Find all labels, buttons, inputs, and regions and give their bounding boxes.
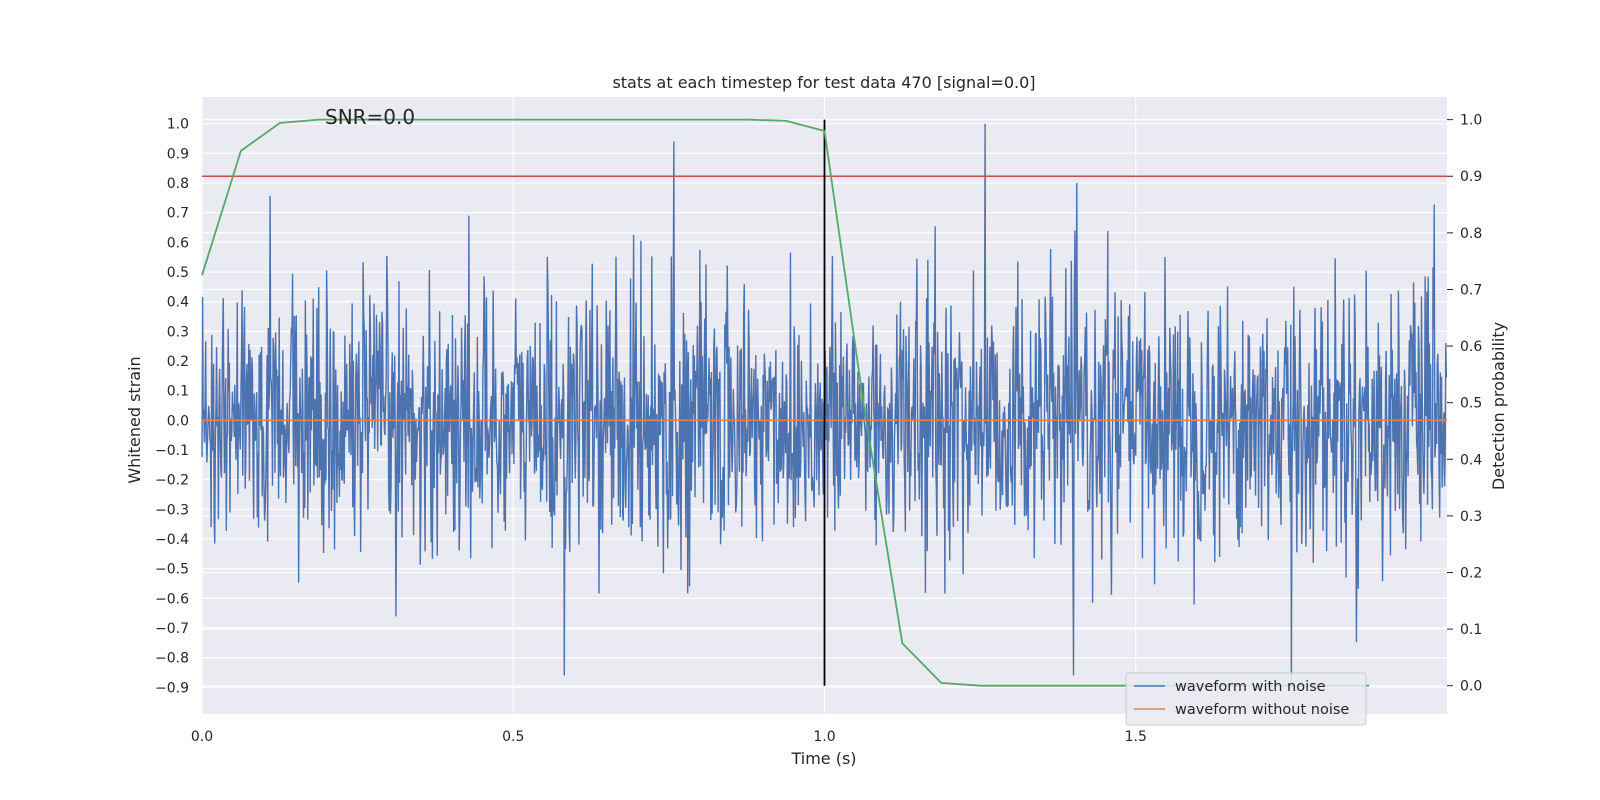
y-tick-label-right: 0.3 [1460,509,1482,525]
y-tick-label-left: −0.6 [155,591,189,607]
legend-box [1125,672,1367,726]
y-tick-label-left: −0.3 [155,502,189,518]
y-tick-label-left: −0.7 [155,621,189,637]
y-tick-label-left: 0.9 [167,146,189,162]
y-tick-label-left: 0.4 [167,295,189,311]
chart-title: stats at each timestep for test data 470… [612,73,1035,92]
y-tick-label-left: 0.5 [167,265,189,281]
x-tick-label: 0.0 [191,729,213,745]
y-tick-label-left: 0.1 [167,384,189,400]
y-axis-label-left: Whitened strain [125,356,144,483]
y-tick-label-left: 0.7 [167,206,189,222]
y-tick-label-right: 1.0 [1460,113,1482,129]
ticks-layer: 0.0 0.5 1.0 1.5 1.0 0.9 0.8 0.7 0.6 0.5 0.4 0.3 0.2 0… [155,113,1482,745]
x-axis-label: Time (s) [790,749,856,768]
y-axis-label-right: Detection probability [1489,322,1508,490]
y-tick-label-right: 0.5 [1460,396,1482,412]
y-tick-label-right: 0.6 [1460,339,1482,355]
y-tick-label-left: 0.8 [167,176,189,192]
y-tick-label-right: 0.2 [1460,565,1482,581]
y-tick-label-right: 0.8 [1460,226,1482,242]
y-tick-label-right: 0.0 [1460,679,1482,695]
y-tick-label-left: −0.9 [155,680,189,696]
x-tick-label: 1.0 [813,729,835,745]
y-tick-label-right: 0.4 [1460,452,1482,468]
y-tick-label-left: 0.0 [167,413,189,429]
y-tick-label-left: −0.8 [155,651,189,667]
legend-label-clean: waveform without noise [1175,702,1349,718]
y-tick-label-left: 0.3 [167,324,189,340]
legend: waveform with noise waveform without noi… [1125,672,1367,726]
y-tick-label-left: 1.0 [167,117,189,133]
y-tick-label-left: −0.2 [155,473,189,489]
y-tick-label-right: 0.7 [1460,282,1482,298]
y-tick-label-right: 0.1 [1460,622,1482,638]
y-tick-label-left: −0.4 [155,532,189,548]
y-tick-label-right: 0.9 [1460,169,1482,185]
y-tick-label-left: 0.6 [167,235,189,251]
y-tick-label-left: −0.1 [155,443,189,459]
x-tick-label: 0.5 [502,729,524,745]
legend-label-noise: waveform with noise [1175,679,1326,695]
x-tick-label: 1.5 [1125,729,1147,745]
y-tick-label-left: 0.2 [167,354,189,370]
y-tick-label-left: −0.5 [155,562,189,578]
snr-annotation: SNR=0.0 [325,105,415,129]
